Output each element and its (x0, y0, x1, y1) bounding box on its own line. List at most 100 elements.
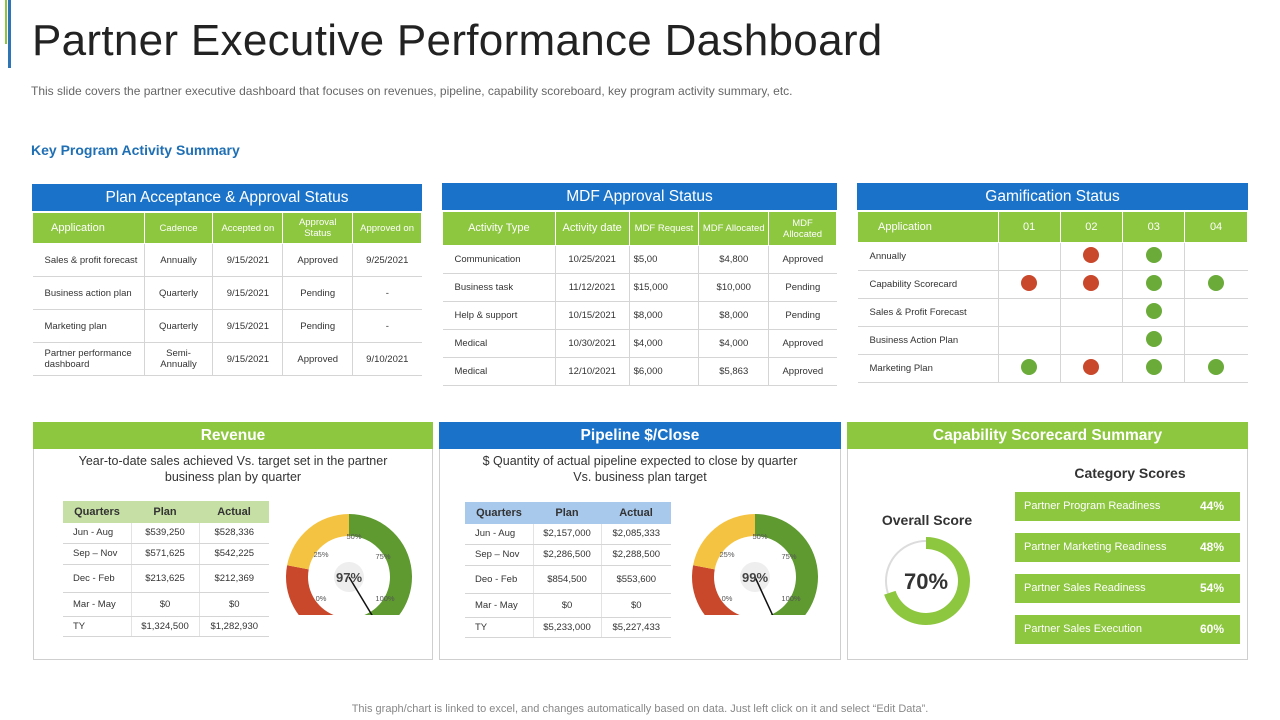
table-cell: $542,225 (199, 543, 269, 565)
gauge-tick-label: 50% (346, 532, 361, 541)
table-cell: TY (465, 617, 534, 638)
table-cell: 10/25/2021 (555, 245, 630, 274)
table-row: Sep – Nov $2,286,500 $2,288,500 (465, 544, 671, 566)
status-dot-green (1208, 275, 1225, 291)
status-dot-green (1145, 275, 1162, 291)
column-header: Activity Type (442, 211, 556, 246)
table-row: TY $1,324,500 $1,282,930 (63, 616, 269, 637)
plan-acceptance-table: Application Cadence Accepted on Approval St… (32, 212, 422, 376)
column-header: Accepted on (212, 212, 284, 244)
accent-bar-green (5, 0, 7, 44)
column-header: MDF Allocated (698, 211, 770, 246)
table-cell: 9/15/2021 (212, 276, 284, 310)
table-cell: Sales & profit forecast (32, 243, 145, 277)
category-score-bar: Partner Sales Readiness 54% (1015, 574, 1240, 603)
status-cell (1060, 270, 1124, 299)
table-cell: $5,233,000 (533, 617, 602, 638)
gauge-segment-high (349, 514, 412, 615)
column-header: Approval Status (282, 212, 354, 244)
section-heading: Key Program Activity Summary (31, 142, 240, 158)
status-cell (1122, 298, 1186, 327)
pipeline-desc-line1: $ Quantity of actual pipeline expected t… (482, 454, 798, 468)
column-header: Quarters (63, 501, 131, 523)
status-dot-red (1083, 359, 1100, 375)
column-header: Application (32, 212, 145, 244)
pipeline-header: Pipeline $/Close (439, 422, 841, 449)
revenue-gauge: 97% 0% 25% 50% 75% 100% (286, 514, 412, 615)
table-cell: $528,336 (199, 523, 269, 544)
table-cell: Capability Scorecard (857, 270, 999, 299)
revenue-description: Year-to-date sales achieved Vs. target s… (33, 453, 433, 485)
status-cell (1122, 242, 1186, 271)
status-cell (1060, 242, 1124, 271)
status-cell (1184, 242, 1248, 271)
gauge-tick-label: 100% (375, 594, 395, 603)
table-row: Jun - Aug $2,157,000 $2,085,333 (465, 524, 671, 545)
table-cell: $5,227,433 (601, 617, 671, 638)
table-cell: Pending (282, 309, 354, 343)
gamification-table: Application 01 02 03 04 Annually Capability S… (857, 211, 1248, 383)
category-pct: 60% (1199, 622, 1224, 636)
table-cell: $0 (131, 592, 200, 617)
table-cell: Help & support (442, 301, 556, 330)
table-cell: 11/12/2021 (555, 273, 630, 302)
column-header: 03 (1122, 211, 1186, 243)
table-cell: Medical (442, 357, 556, 386)
table-row: Sales & Profit Forecast (857, 298, 1248, 327)
table-cell: $10,000 (698, 273, 770, 302)
table-cell: 9/15/2021 (212, 342, 284, 376)
category-score-bar: Partner Sales Execution 60% (1015, 615, 1240, 644)
gauge-value-label: 99% (742, 570, 768, 585)
table-cell: $539,250 (131, 523, 200, 544)
column-header: Cadence (143, 212, 214, 244)
pipeline-description: $ Quantity of actual pipeline expected t… (439, 453, 841, 485)
column-header: Plan (533, 502, 601, 524)
table-cell: $5,863 (698, 357, 770, 386)
category-pct: 48% (1199, 540, 1224, 554)
table-cell: 9/10/2021 (352, 342, 422, 376)
category-name: Partner Marketing Readiness (1024, 541, 1167, 553)
capability-header: Capability Scorecard Summary (847, 422, 1248, 449)
table-cell: $6,000 (629, 357, 700, 386)
status-cell (1184, 298, 1248, 327)
status-cell (998, 326, 1061, 355)
category-pct: 54% (1199, 581, 1224, 595)
column-header: Activity date (554, 211, 630, 246)
status-cell (998, 270, 1061, 299)
status-dot-green (1145, 331, 1162, 347)
gauge-tick-label: 75% (375, 552, 390, 561)
table-row: TY $5,233,000 $5,227,433 (465, 617, 671, 638)
gauge-tick-label: 25% (719, 550, 734, 559)
table-cell: Quarterly (144, 276, 214, 310)
table-cell: TY (63, 616, 132, 637)
gauge-tick-label: 100% (781, 594, 801, 603)
overall-score-label: Overall Score (881, 512, 973, 528)
table-cell: $8,000 (698, 301, 770, 330)
table-cell: Pending (768, 301, 837, 330)
table-cell: 9/15/2021 (212, 243, 284, 277)
table-row: Marketing Plan (857, 354, 1248, 383)
table-cell: Partner performance dashboard (32, 342, 145, 376)
gauge-value-label: 97% (336, 570, 362, 585)
table-cell: Approved (282, 342, 354, 376)
table-cell: Mar - May (465, 593, 534, 618)
table-cell: $1,282,930 (199, 616, 269, 637)
status-dot-red (1083, 275, 1100, 291)
table-row: Medical 12/10/2021 $6,000 $5,863 Approved (442, 357, 837, 386)
table-cell: Sep – Nov (63, 543, 132, 565)
revenue-panel (33, 449, 433, 660)
table-row: Capability Scorecard (857, 270, 1248, 299)
column-header: Actual (199, 501, 269, 523)
table-row: Jun - Aug $539,250 $528,336 (63, 523, 269, 544)
table-row: Communication 10/25/2021 $5,00 $4,800 Approv… (442, 245, 837, 274)
table-cell: 9/25/2021 (352, 243, 422, 277)
table-cell: Business action plan (32, 276, 145, 310)
column-header: MDF Request (628, 211, 700, 246)
pipeline-desc-line2: Vs. business plan target (573, 470, 707, 484)
revenue-desc-line2: business plan by quarter (164, 470, 302, 484)
table-cell: Approved (768, 245, 837, 274)
table-row: Help & support 10/15/2021 $8,000 $8,000 Pend… (442, 301, 837, 330)
table-cell: Dec - Feb (63, 564, 132, 593)
status-cell (1060, 326, 1124, 355)
pipeline-panel (439, 449, 841, 660)
